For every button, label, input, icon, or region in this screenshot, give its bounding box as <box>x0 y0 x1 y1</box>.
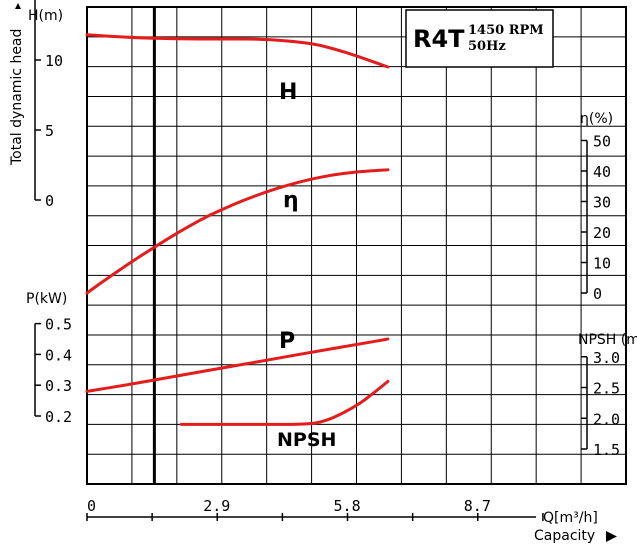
title-box <box>405 9 554 68</box>
efficiency-tick-label: 30 <box>593 194 611 212</box>
npsh-tick-label: 2.0 <box>593 410 620 428</box>
efficiency-tick-label: 0 <box>593 285 602 303</box>
npsh-tick-label: 3.0 <box>593 349 620 367</box>
curve-eta <box>85 168 390 295</box>
power-tick-label: 0.3 <box>45 377 72 395</box>
npsh-tick-label: 2.5 <box>593 380 620 398</box>
x-axis-label: Q[m³/h] <box>543 510 598 526</box>
curve-h <box>85 33 390 69</box>
efficiency-tick-label: 50 <box>593 133 611 151</box>
curve-label-eta: η <box>283 188 299 213</box>
npsh-tick-label: 1.5 <box>593 441 620 459</box>
curve-label-npsh: NPSH <box>277 429 336 451</box>
npsh-axis-label: NPSH (m) <box>578 332 637 348</box>
chart-grid <box>87 7 626 484</box>
power-axis-label: P(kW) <box>26 291 67 307</box>
right-arrow-icon <box>606 531 617 542</box>
power-tick-label: 0.2 <box>45 408 72 426</box>
curve-label-p: P <box>279 329 295 354</box>
plot-frame <box>86 6 627 485</box>
efficiency-axis-label: η(%) <box>580 111 613 127</box>
head-axis-caption: Total dynamic head <box>9 3 25 166</box>
speed-label: 1450 RPM <box>468 23 544 38</box>
curve-p <box>85 337 390 393</box>
curves-group <box>85 33 390 426</box>
curve-npsh <box>179 379 390 426</box>
efficiency-tick-label: 20 <box>593 224 611 242</box>
head-axis-label: H(m) <box>28 8 63 24</box>
head-tick-label: 5 <box>45 122 54 140</box>
power-tick-label: 0.4 <box>45 346 72 364</box>
frequency-label: 50Hz <box>468 39 506 54</box>
efficiency-tick-label: 40 <box>593 163 611 181</box>
efficiency-tick-label: 10 <box>593 255 611 273</box>
head-axis-caption-text: Total dynamic head <box>9 29 25 166</box>
x-tick-label: 0 <box>87 497 96 515</box>
x-axis-caption: Capacity <box>534 528 595 544</box>
head-tick-label: 10 <box>45 52 63 70</box>
x-tick-label: 5.8 <box>334 497 361 515</box>
up-arrow-icon <box>15 3 21 9</box>
head-tick-label: 0 <box>45 192 54 210</box>
curve-label-h: H <box>279 80 297 105</box>
model-name: R4T <box>413 25 465 53</box>
x-tick-label: 2.9 <box>203 497 230 515</box>
power-tick-label: 0.5 <box>45 316 72 334</box>
x-tick-label: 8.7 <box>464 497 491 515</box>
axes-group: 151050504030201000.50.40.30.23.02.52.01.… <box>34 0 620 521</box>
